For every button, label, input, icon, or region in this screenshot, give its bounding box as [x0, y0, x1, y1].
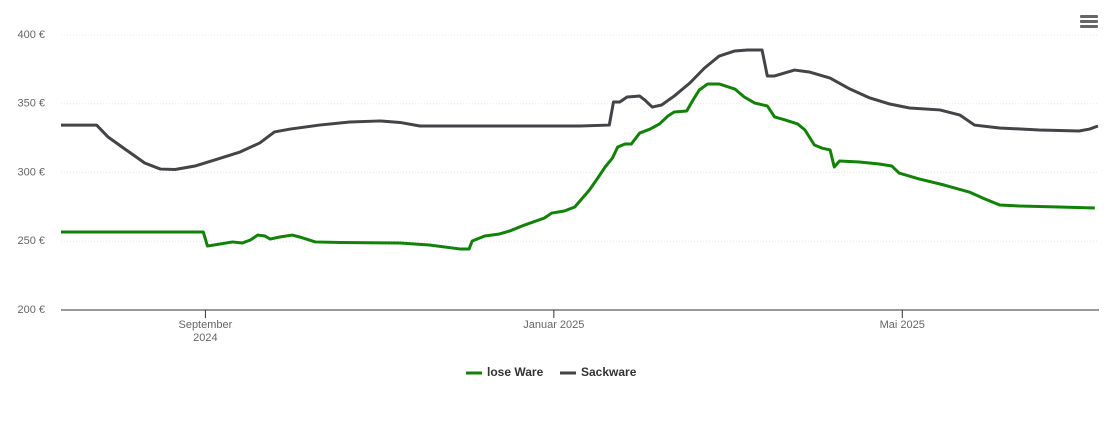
menu-bar [1080, 20, 1098, 23]
legend-label: lose Ware [487, 365, 544, 379]
menu-bar [1080, 15, 1098, 18]
line-series [61, 48, 1099, 171]
legend-item[interactable]: lose Ware [466, 365, 544, 379]
menu-button[interactable] [1080, 15, 1098, 28]
y-tick-label: 200 € [17, 304, 45, 316]
y-tick-label: 400 € [17, 29, 45, 41]
x-tick-label: Januar 2025 [523, 319, 585, 331]
line-series [61, 82, 1095, 251]
menu-bar [1080, 25, 1098, 28]
y-tick-label: 250 € [17, 235, 45, 247]
y-tick-label: 300 € [17, 166, 45, 178]
x-tick-label: Mai 2025 [879, 319, 925, 331]
x-tick-label: September 2024 [178, 319, 233, 344]
legend-item[interactable]: Sackware [560, 365, 637, 379]
y-tick-label: 350 € [17, 98, 45, 110]
legend-label: Sackware [581, 365, 637, 379]
